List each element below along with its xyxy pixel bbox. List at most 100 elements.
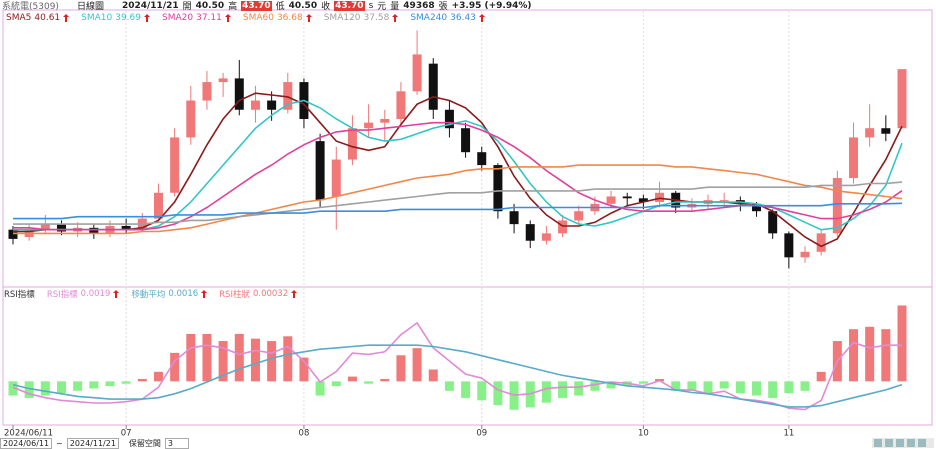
histogram-bar <box>186 333 196 382</box>
candle-body <box>428 63 438 110</box>
candle-body <box>331 159 341 197</box>
x-tick-label: 11 <box>783 429 794 439</box>
histogram-bar <box>558 381 568 398</box>
start-date[interactable]: 2024/06/11 <box>0 438 53 449</box>
low: 40.50 <box>288 0 318 11</box>
candle-body <box>784 233 794 258</box>
candle-body <box>655 192 665 202</box>
candle-body <box>234 78 244 110</box>
histogram-bar <box>461 381 471 398</box>
line-series <box>13 99 903 231</box>
histogram-bar <box>105 381 115 387</box>
histogram-bar <box>606 381 616 389</box>
tool-button[interactable] <box>885 439 893 447</box>
histogram-bar <box>331 381 341 387</box>
candle-body <box>412 54 422 92</box>
histogram-bar <box>687 381 697 391</box>
candle-body <box>315 141 325 201</box>
up-arrow <box>201 289 208 298</box>
up-arrow-shape <box>305 14 312 22</box>
histogram-bar <box>816 371 826 382</box>
histogram-bar <box>412 348 422 382</box>
tool-button[interactable] <box>874 439 882 447</box>
up-arrow <box>224 14 231 22</box>
line-series <box>12 344 903 408</box>
volume-label: 量 <box>390 2 400 12</box>
tool-button[interactable] <box>918 439 926 447</box>
candle-body <box>800 251 810 258</box>
legend-value: 40.61 <box>34 13 61 23</box>
x-tick-label: 09 <box>476 429 487 439</box>
histogram-bar <box>218 341 228 382</box>
histogram-bar <box>865 326 875 382</box>
legend-item: SMA20 37.11 <box>162 13 231 23</box>
legend-item: RSI指標 0.0019 <box>47 288 120 300</box>
high-label: 高 <box>228 2 238 12</box>
candle-body <box>56 224 66 232</box>
date: 2024/11/21 <box>121 0 179 11</box>
up-arrow <box>113 289 120 298</box>
end-date[interactable]: 2024/11/21 <box>66 438 119 449</box>
histogram-bar <box>638 381 648 384</box>
histogram-bar <box>477 381 487 401</box>
legend-value: 37.11 <box>196 13 222 23</box>
candle-body <box>881 128 891 134</box>
volume: 49368 <box>403 0 435 11</box>
histogram-bar <box>73 381 83 391</box>
histogram-bar <box>574 381 584 396</box>
line-series <box>12 321 902 411</box>
panel-title: RSI指標 <box>4 289 35 300</box>
histogram-bar <box>315 381 325 396</box>
histogram-bar <box>849 329 859 382</box>
up-arrow-shape <box>224 14 231 22</box>
histogram-bar <box>541 381 551 403</box>
histogram-bar <box>40 381 50 396</box>
candle-body <box>40 224 50 230</box>
unit: 元 <box>377 2 387 12</box>
candle-body <box>622 196 632 199</box>
candle-body <box>267 100 277 110</box>
legend-name: RSI指標 <box>46 289 78 300</box>
legend-name: 移動平均 <box>131 289 166 300</box>
line-series <box>13 164 903 235</box>
up-arrow-shape <box>392 14 399 22</box>
histogram-bar <box>428 369 438 382</box>
open: 40.50 <box>195 0 225 11</box>
x-tick-label: 2024/06/11 <box>4 429 53 439</box>
histogram-bar <box>671 381 681 391</box>
change: +3.95 (+9.94%) <box>451 0 532 11</box>
candle-body <box>347 128 357 160</box>
candle-body <box>364 122 374 129</box>
legend-item: SMA10 39.69 <box>81 13 150 23</box>
x-tick-label: 07 <box>121 429 132 439</box>
legend-value: 36.68 <box>276 13 303 23</box>
histogram-bar <box>89 381 99 389</box>
legend-item: SMA60 36.68 <box>243 13 312 23</box>
up-arrow <box>63 14 70 22</box>
up-arrow-shape <box>478 14 485 22</box>
reserve-value[interactable]: 3 <box>164 438 189 449</box>
candle-body <box>558 220 568 234</box>
line-series <box>13 181 903 225</box>
reserve-label: 保留空間 <box>128 439 161 448</box>
histogram-bar <box>735 381 745 394</box>
up-arrow <box>291 289 298 298</box>
legend-name: SMA20 <box>162 13 194 23</box>
tool-button[interactable] <box>907 439 915 447</box>
up-arrow <box>305 14 312 22</box>
up-arrow-shape <box>113 289 120 298</box>
legend-item: SMA5 40.61 <box>6 13 70 23</box>
candle-body <box>461 128 471 153</box>
tool-button[interactable] <box>896 439 904 447</box>
legend-item: RSI柱狀 0.00032 <box>219 288 298 300</box>
candle-body <box>202 82 212 101</box>
x-tick-label: 08 <box>299 429 310 439</box>
legend-value: 39.69 <box>115 13 141 23</box>
candle-body <box>832 178 842 234</box>
s-mark: s <box>368 0 374 11</box>
up-arrow-shape <box>201 289 208 298</box>
line-series <box>13 202 903 220</box>
histogram-bar <box>153 371 163 382</box>
legend-item: SMA240 36.43 <box>410 13 485 23</box>
